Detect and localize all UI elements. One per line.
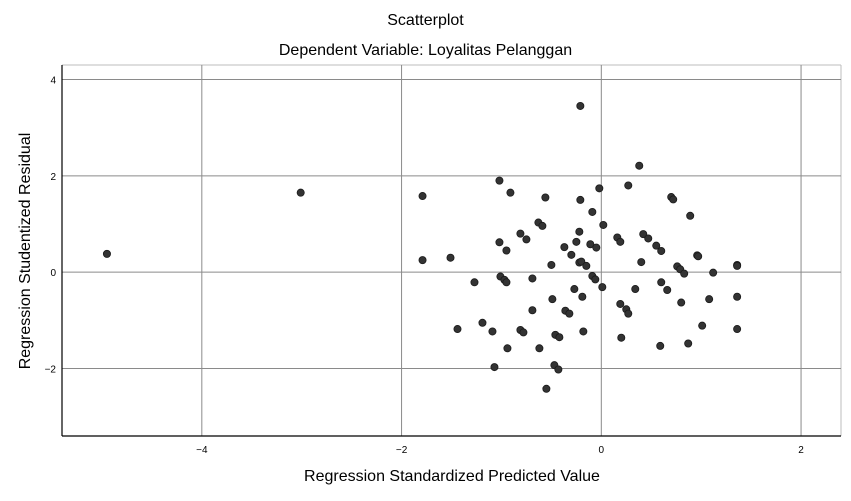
chart-title: Scatterplot: [387, 12, 464, 29]
data-point: [592, 243, 601, 252]
data-point: [694, 252, 703, 261]
data-point: [478, 318, 487, 327]
data-point: [624, 309, 633, 318]
data-point: [577, 257, 586, 266]
data-point: [663, 286, 672, 295]
grid: [62, 64, 842, 436]
data-point: [506, 188, 515, 197]
x-axis-label: Regression Standardized Predicted Value: [304, 468, 600, 485]
data-point: [528, 306, 537, 315]
y-tick-label: 2: [50, 172, 56, 183]
data-point: [586, 240, 595, 249]
data-point: [656, 341, 665, 350]
data-point: [576, 195, 585, 204]
data-point: [588, 207, 597, 216]
data-point: [522, 235, 531, 244]
y-axis-label: Regression Studentized Residual: [17, 132, 34, 370]
x-tick-label: 2: [798, 445, 804, 456]
data-point: [418, 256, 427, 265]
data-point: [591, 275, 600, 284]
x-tick-label: −4: [196, 445, 208, 456]
data-point: [528, 274, 537, 283]
data-point: [542, 384, 551, 393]
data-point: [502, 246, 511, 255]
data-point: [595, 184, 604, 193]
data-point: [616, 237, 625, 246]
data-point: [598, 283, 607, 292]
data-point: [578, 292, 587, 301]
data-point: [631, 285, 640, 294]
y-tick-label: 0: [50, 268, 56, 279]
data-point: [446, 253, 455, 262]
data-point: [572, 237, 581, 246]
x-tick-label: 0: [599, 445, 605, 456]
data-point: [470, 278, 479, 287]
data-point: [541, 193, 550, 202]
data-point: [698, 321, 707, 330]
data-point: [624, 181, 633, 190]
data-point: [538, 221, 547, 230]
data-point: [102, 249, 111, 258]
chart-subtitle: Dependent Variable: Loyalitas Pelanggan: [278, 42, 573, 59]
data-point: [548, 295, 557, 304]
data-point: [599, 220, 608, 229]
data-point: [733, 325, 742, 334]
data-point: [616, 299, 625, 308]
data-points: [102, 101, 742, 393]
data-point: [657, 246, 666, 255]
data-point: [617, 333, 626, 342]
data-point: [686, 211, 695, 220]
data-point: [644, 234, 653, 243]
data-point: [680, 269, 689, 278]
x-tick-label: −2: [396, 445, 408, 456]
data-point: [547, 260, 556, 269]
data-point: [453, 325, 462, 334]
data-point: [657, 278, 666, 287]
data-point: [502, 278, 511, 287]
data-point: [490, 363, 499, 372]
data-point: [705, 295, 714, 304]
data-point: [677, 298, 686, 307]
data-point: [495, 238, 504, 247]
data-point: [582, 261, 591, 270]
axes: −4 −2 0 2 −2 0 2 4: [45, 65, 841, 456]
data-point: [709, 268, 718, 277]
data-point: [296, 188, 305, 197]
data-point: [488, 327, 497, 336]
data-point: [516, 229, 525, 238]
data-point: [565, 309, 574, 318]
data-point: [652, 241, 661, 250]
data-point: [637, 258, 646, 267]
data-point: [575, 227, 584, 236]
data-point: [684, 339, 693, 348]
data-point: [535, 344, 544, 353]
data-point: [570, 285, 579, 294]
data-point: [635, 161, 644, 170]
data-point: [519, 328, 528, 337]
data-point: [495, 176, 504, 185]
data-point: [639, 230, 648, 239]
data-point: [567, 250, 576, 259]
data-point: [733, 292, 742, 301]
data-point: [579, 327, 588, 336]
data-point: [669, 195, 678, 204]
data-point: [560, 243, 569, 252]
data-point: [503, 344, 512, 353]
data-point: [555, 333, 564, 342]
data-point: [554, 365, 563, 374]
data-point: [418, 192, 427, 201]
data-point: [733, 261, 742, 270]
data-point: [576, 101, 585, 110]
y-tick-label: 4: [50, 75, 56, 86]
y-tick-label: −2: [45, 365, 57, 376]
